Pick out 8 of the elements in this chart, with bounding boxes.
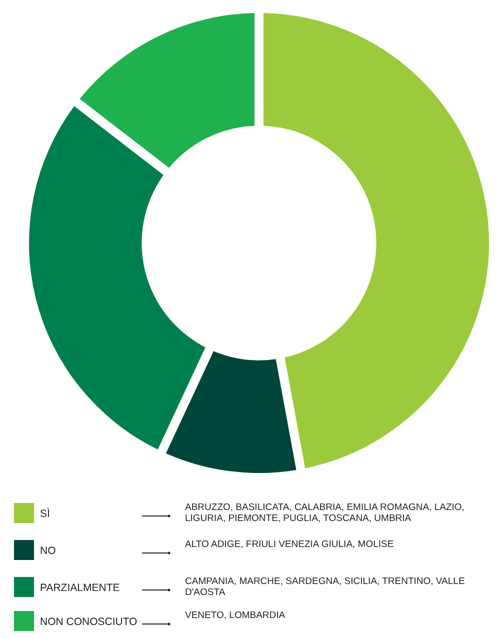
text: ABRUZZO, BASILICATA, CALABRIA, EMILIA ROMAGNA, LAZIO, LIGURIA, PIEMONTE, PUGLIA, TOSCANA, UMBRIA	[185, 502, 464, 524]
legend-label: NON CONOSCIUTO	[40, 616, 138, 628]
legend-label: SÌ	[40, 507, 50, 520]
legend-label: PARZIALMENTE	[40, 582, 120, 594]
text: CAMPANIA, MARCHE, SARDEGNA, SICILIA, TRENTINO, VALLE D'AOSTA	[185, 576, 465, 598]
legend-label: NO	[40, 545, 56, 557]
text: VENETO, LOMBARDIA	[185, 610, 286, 621]
text: ALTO ADIGE, FRIULI VENEZIA GIULIA, MOLISE	[185, 539, 394, 550]
